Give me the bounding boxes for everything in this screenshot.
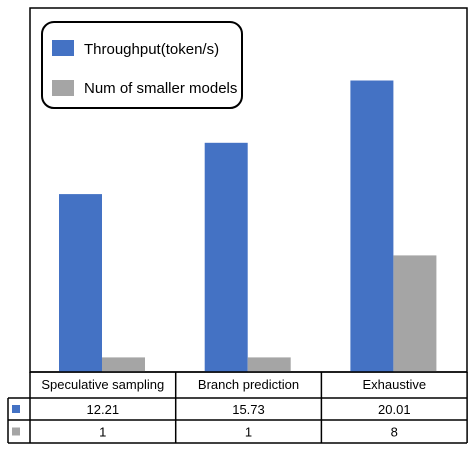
legend-box [41, 21, 243, 109]
legend-swatch-throughput [52, 40, 74, 56]
category-label-2: Exhaustive [363, 377, 427, 392]
table-cell-0-0: 12.21 [87, 402, 120, 417]
category-label-0: Speculative sampling [41, 377, 164, 392]
legend-swatch-num-models [52, 80, 74, 96]
bars-group [59, 80, 437, 372]
bar-throughput-2 [350, 80, 394, 372]
bar-num-models-2 [393, 255, 437, 372]
table-swatch-0 [12, 405, 20, 413]
table-swatch-1 [12, 427, 20, 436]
category-label-1: Branch prediction [198, 377, 299, 392]
legend-label-throughput: Throughput(token/s) [84, 41, 219, 58]
bar-throughput-0 [59, 194, 102, 372]
bar-throughput-1 [204, 142, 248, 372]
table-cell-1-2: 8 [391, 425, 398, 440]
bar-num-models-0 [102, 357, 145, 372]
legend: Throughput(token/s) Num of smaller model… [41, 21, 243, 109]
table-cell-1-0: 1 [99, 425, 106, 440]
legend-label-num-models: Num of smaller models [84, 80, 237, 97]
data-table: Speculative sampling Branch prediction Exh… [7, 371, 468, 444]
table-cell-1-1: 1 [245, 425, 252, 440]
table-cell-0-2: 20.01 [378, 402, 411, 417]
bar-num-models-1 [247, 357, 291, 372]
table-cell-0-1: 15.73 [232, 402, 265, 417]
